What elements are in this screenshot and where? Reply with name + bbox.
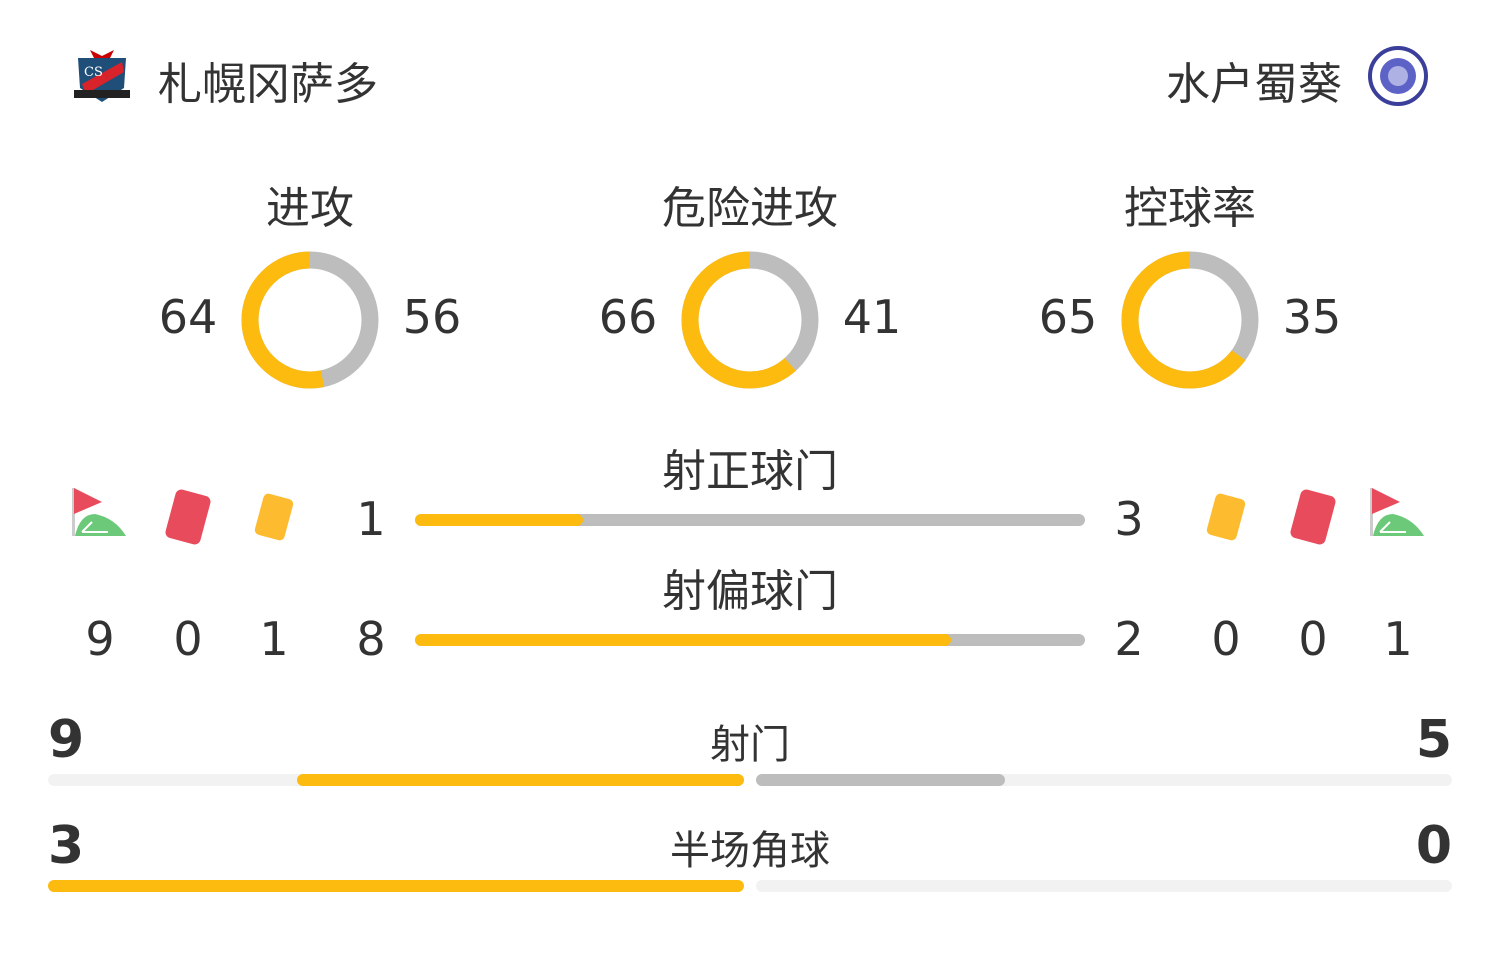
split-bar-home-fill — [296, 774, 744, 786]
donut-away-value: 35 — [1282, 290, 1342, 344]
donut-title: 危险进攻 — [662, 183, 838, 234]
bar-title: 射正球门 — [662, 446, 838, 497]
split-bar-home-track — [48, 774, 744, 786]
home-corner-flag-icon — [70, 484, 130, 550]
comparison-bar — [415, 634, 1085, 646]
split-bar-home-fill — [48, 880, 744, 892]
bar-home-value: 8 — [356, 612, 386, 666]
stat-count: 9 — [85, 612, 115, 666]
comparison-bar — [415, 514, 1085, 526]
split-bar-title: 半场角球 — [670, 828, 830, 874]
donut-chart — [1120, 250, 1260, 390]
donut-chart — [680, 250, 820, 390]
split-home-value: 3 — [48, 816, 85, 876]
away-corner-flag-icon — [1368, 484, 1428, 550]
stat-count: 1 — [259, 612, 289, 666]
split-bar-away-track — [756, 774, 1452, 786]
split-home-value: 9 — [48, 710, 85, 770]
svg-text:CS: CS — [84, 65, 103, 80]
away-yellow-card-icon — [1201, 489, 1252, 545]
bar-away-value: 2 — [1114, 612, 1144, 666]
donut-chart — [240, 250, 380, 390]
donut-home-value: 65 — [1038, 290, 1098, 344]
home-red-card-icon — [158, 484, 218, 550]
donut-title: 进攻 — [266, 183, 354, 234]
donut-home-arc — [1121, 251, 1259, 389]
home-yellow-card-icon — [249, 489, 300, 545]
split-bar-away-fill — [756, 774, 1005, 786]
stat-count: 0 — [1211, 612, 1241, 666]
split-bar-home-track — [48, 880, 744, 892]
bar-title: 射偏球门 — [662, 566, 838, 617]
home-logo: CS — [72, 44, 132, 106]
stat-count: 1 — [1383, 612, 1413, 666]
split-bar-title: 射门 — [710, 722, 790, 768]
away-red-card-icon — [1283, 484, 1343, 550]
donut-away-value: 56 — [402, 290, 462, 344]
away-team-name: 水户蜀葵 — [1166, 59, 1342, 110]
home-team-name: 札幌冈萨多 — [158, 59, 378, 110]
donut-home-arc — [681, 251, 819, 389]
donut-away-value: 41 — [842, 290, 902, 344]
donut-home-arc — [241, 251, 379, 389]
stat-count: 0 — [1298, 612, 1328, 666]
comparison-bar-home-fill — [415, 514, 583, 526]
split-bar-away-track — [756, 880, 1452, 892]
stat-count: 0 — [173, 612, 203, 666]
away-logo — [1368, 46, 1428, 106]
split-away-value: 0 — [1415, 816, 1452, 876]
bar-away-value: 3 — [1114, 492, 1144, 546]
donut-home-value: 64 — [158, 290, 218, 344]
split-away-value: 5 — [1415, 710, 1452, 770]
bar-home-value: 1 — [356, 492, 386, 546]
donut-home-value: 66 — [598, 290, 658, 344]
comparison-bar-home-fill — [415, 634, 951, 646]
donut-title: 控球率 — [1124, 183, 1256, 234]
